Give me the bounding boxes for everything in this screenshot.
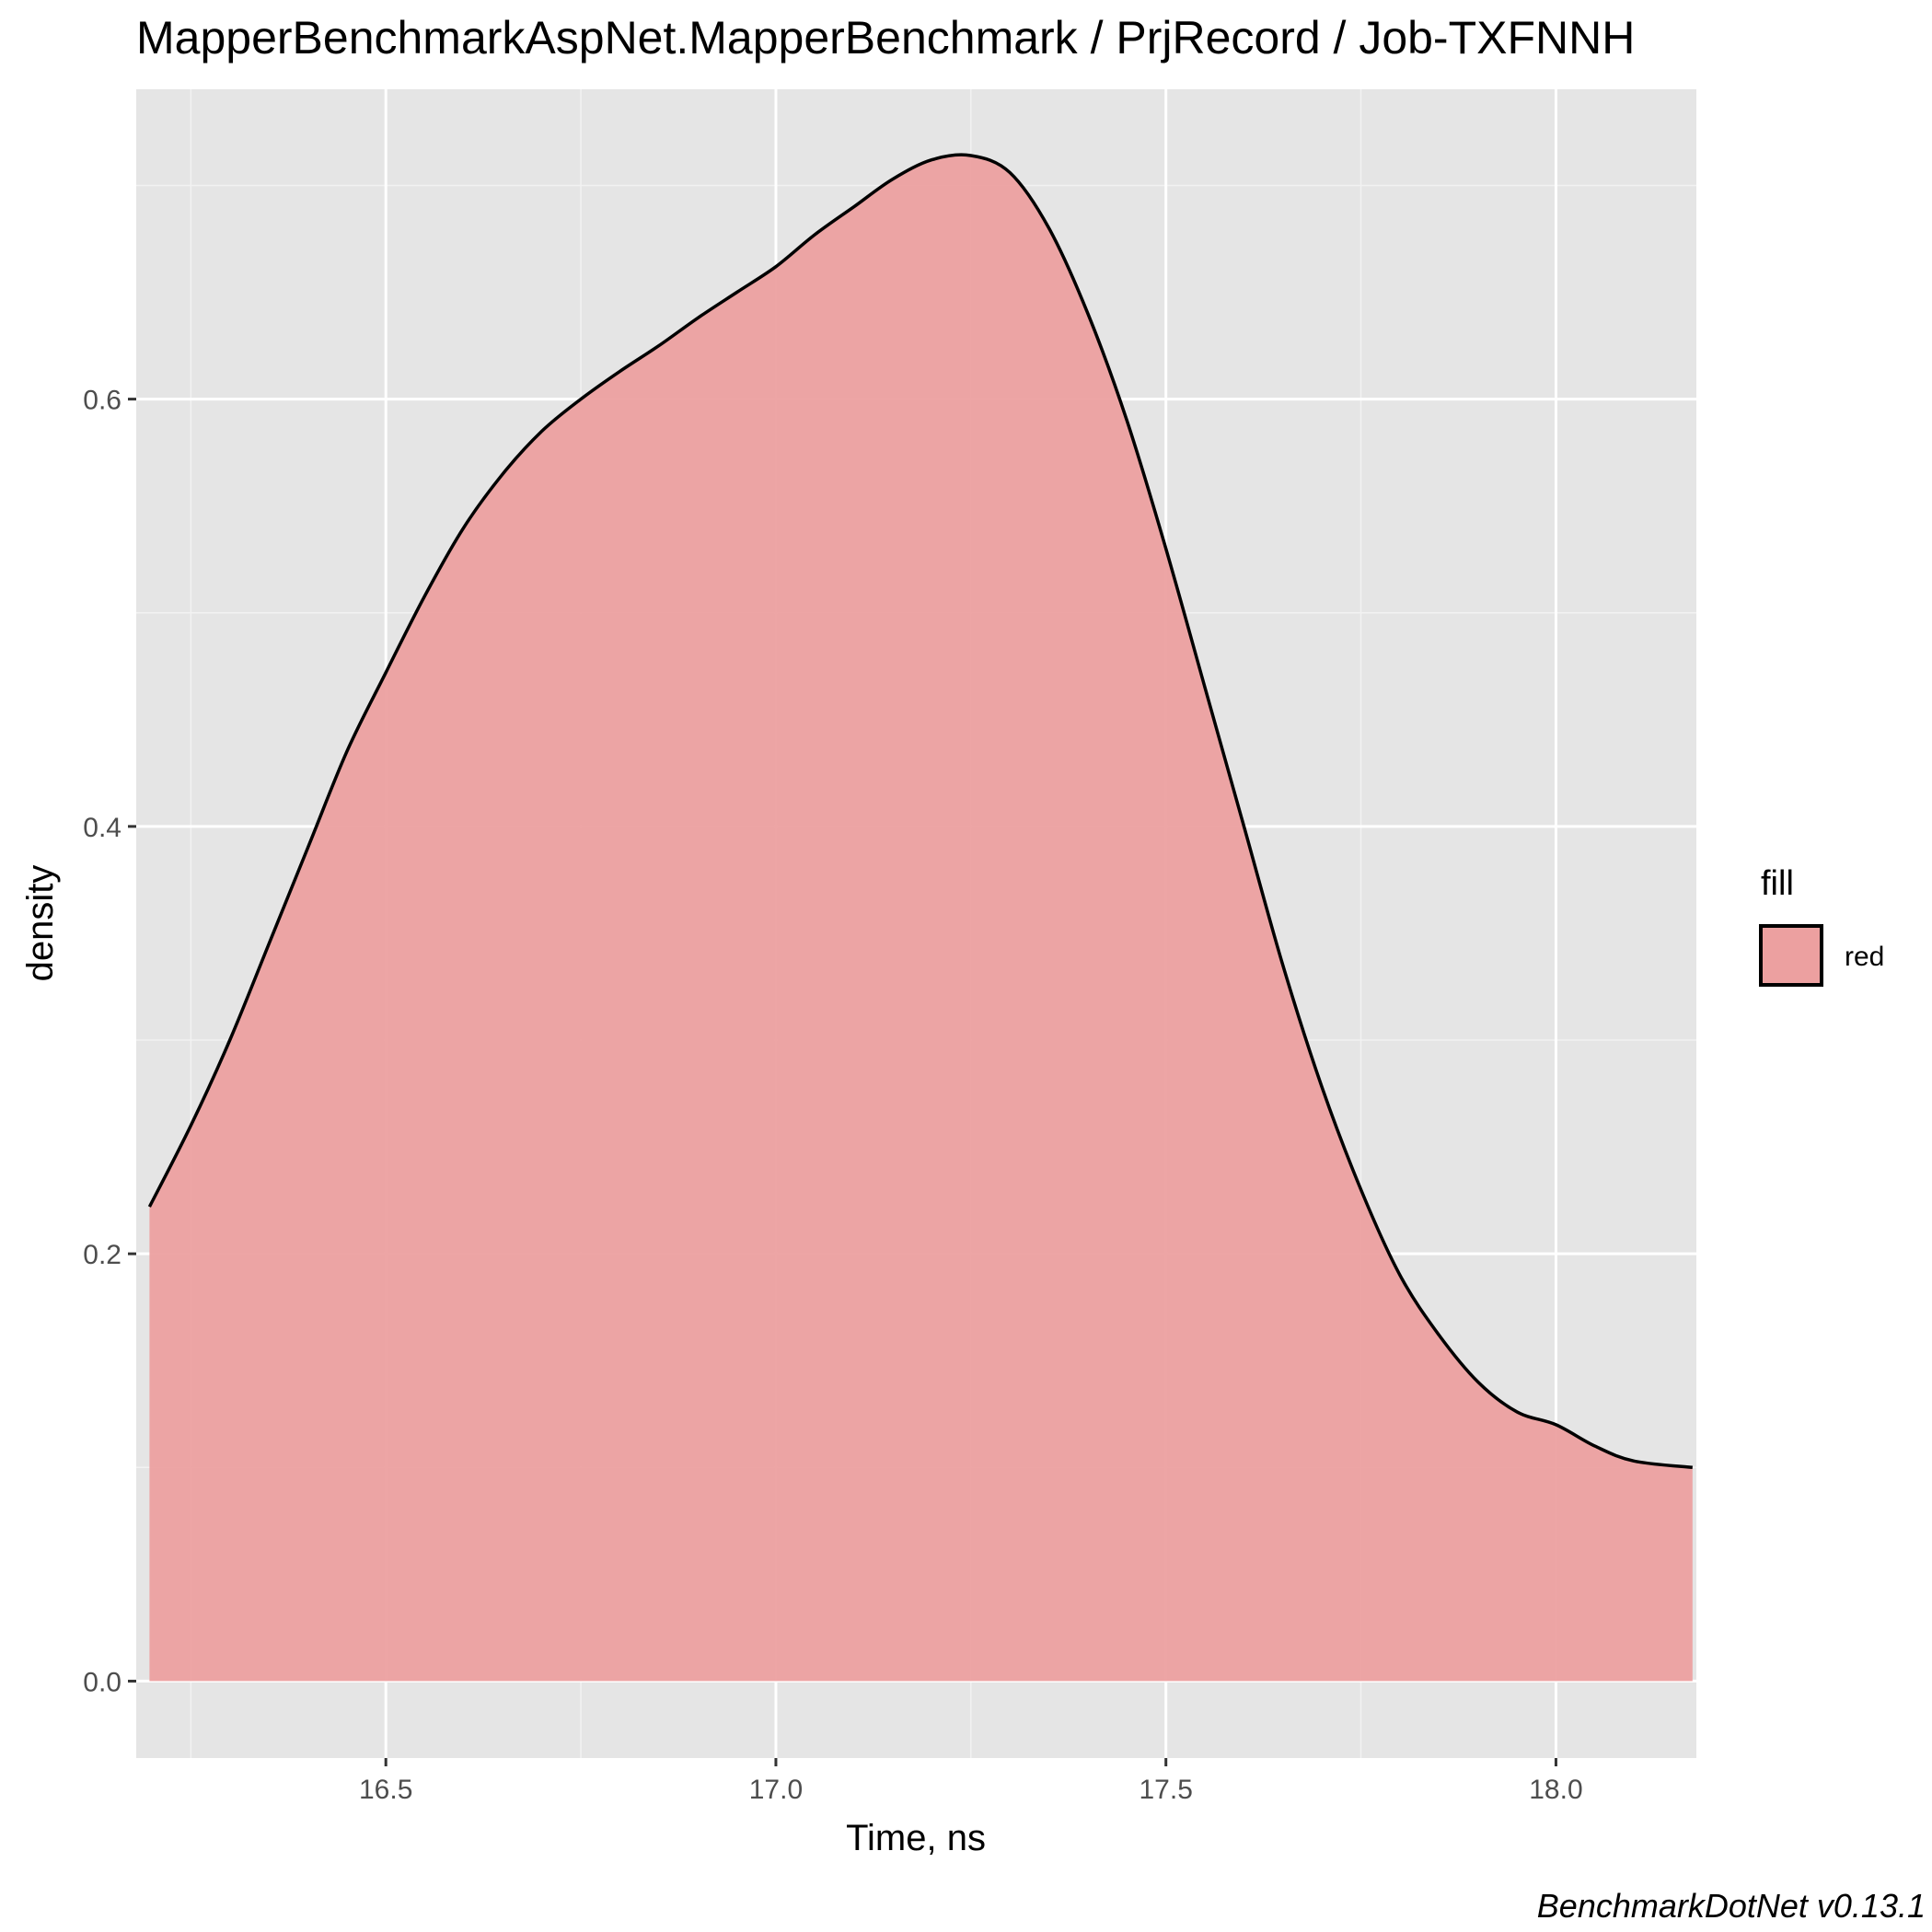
y-tick-label: 0.2 bbox=[83, 1240, 121, 1270]
x-tick-label: 18.0 bbox=[1529, 1775, 1582, 1805]
y-tick-label: 0.6 bbox=[83, 386, 121, 416]
y-tick-label: 0.4 bbox=[83, 813, 121, 843]
y-axis-title: density bbox=[20, 865, 61, 982]
x-axis-title: Time, ns bbox=[846, 1818, 986, 1858]
x-tick-label: 16.5 bbox=[359, 1775, 412, 1805]
legend: fill red bbox=[1759, 864, 1884, 987]
legend-label-red: red bbox=[1845, 942, 1884, 972]
x-tick-label: 17.0 bbox=[749, 1775, 803, 1805]
chart-title: MapperBenchmarkAspNet.MapperBenchmark / … bbox=[136, 12, 1635, 64]
y-tick-label: 0.0 bbox=[83, 1667, 121, 1697]
density-area-red bbox=[149, 155, 1693, 1682]
caption: BenchmarkDotNet v0.13.1 bbox=[1537, 1887, 1926, 1925]
density-area-layer bbox=[147, 153, 1693, 1682]
axis-ticks bbox=[128, 398, 1557, 1766]
legend-key-red bbox=[1759, 924, 1823, 987]
density-outline-red bbox=[147, 153, 1693, 1470]
tick-labels: 16.5 17.0 17.5 18.0 0.0 0.2 0.4 0.6 bbox=[83, 386, 1582, 1805]
legend-title: fill bbox=[1761, 864, 1794, 903]
x-tick-label: 17.5 bbox=[1140, 1775, 1193, 1805]
